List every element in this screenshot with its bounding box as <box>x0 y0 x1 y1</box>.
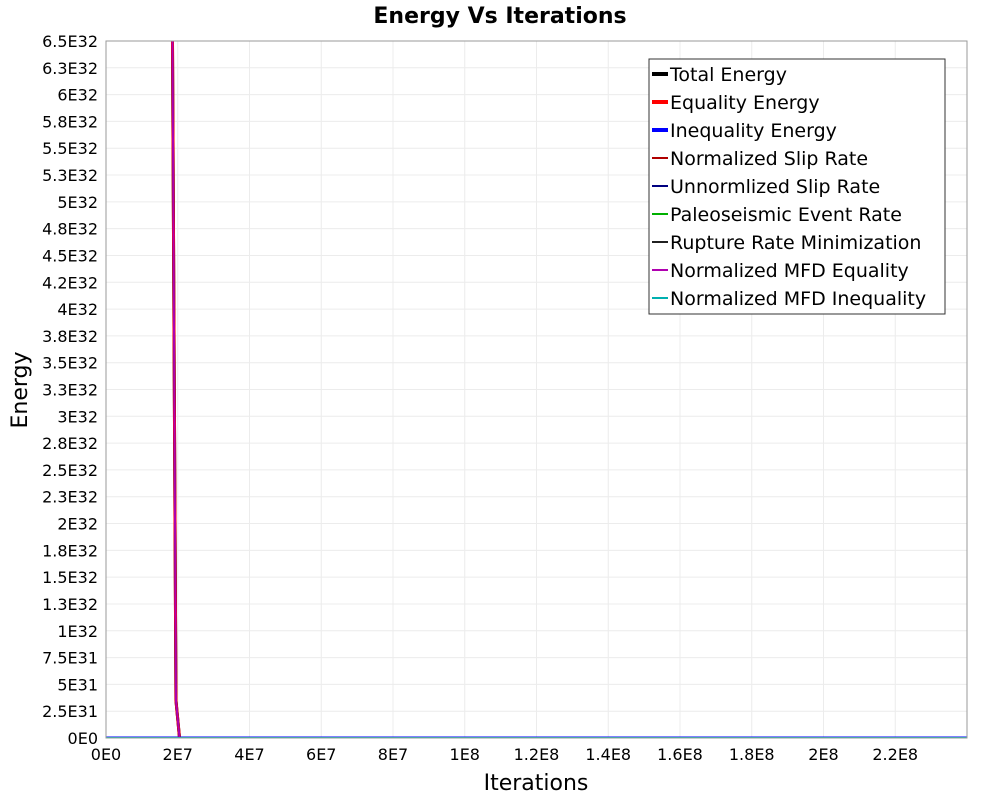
legend-label-paleoseismic-event-rate: Paleoseismic Event Rate <box>670 204 902 226</box>
y-tick-label: 3.8E32 <box>42 327 98 346</box>
y-tick-label: 1.8E32 <box>42 541 98 560</box>
x-tick-label: 2E8 <box>808 745 838 764</box>
y-tick-label: 5.8E32 <box>42 112 98 131</box>
y-tick-label: 4.8E32 <box>42 220 98 239</box>
x-tick-label: 1.8E8 <box>729 745 775 764</box>
y-tick-label: 1.3E32 <box>42 595 98 614</box>
y-tick-label: 2.5E32 <box>42 461 98 480</box>
x-axis-ticks: 0E0 2E7 4E7 6E7 8E7 1E8 1.2E8 1.4E8 1.6E8 1.8E8 2E… <box>91 745 918 764</box>
x-tick-label: 1E8 <box>450 745 480 764</box>
y-tick-label: 7.5E31 <box>42 649 98 668</box>
x-tick-label: 1.4E8 <box>585 745 631 764</box>
y-tick-label: 3.5E32 <box>42 354 98 373</box>
chart-title: Energy Vs Iterations <box>373 4 626 29</box>
y-tick-label: 1.5E32 <box>42 568 98 587</box>
x-tick-label: 0E0 <box>91 745 121 764</box>
y-tick-label: 5.5E32 <box>42 139 98 158</box>
plot-frame <box>105 40 968 739</box>
y-tick-label: 6.5E32 <box>42 32 98 51</box>
legend-label-normalized-mfd-inequality: Normalized MFD Inequality <box>670 288 926 310</box>
series-layer <box>106 41 967 738</box>
y-tick-label: 5.3E32 <box>42 166 98 185</box>
x-tick-label: 4E7 <box>234 745 264 764</box>
legend-box <box>648 58 946 315</box>
y-tick-label: 2E32 <box>57 515 98 534</box>
y-tick-label: 3.3E32 <box>42 381 98 400</box>
x-tick-label: 8E7 <box>378 745 408 764</box>
y-tick-label: 5E32 <box>57 193 98 212</box>
x-tick-label: 2.2E8 <box>872 745 918 764</box>
y-tick-label: 2.5E31 <box>42 702 98 721</box>
y-tick-label: 4.2E32 <box>42 273 98 292</box>
legend-label-normalized-slip-rate: Normalized Slip Rate <box>670 148 868 170</box>
y-tick-label: 2.3E32 <box>42 488 98 507</box>
x-tick-label: 1.2E8 <box>514 745 560 764</box>
x-tick-label: 1.6E8 <box>657 745 703 764</box>
y-axis-label: Energy <box>8 351 33 428</box>
y-tick-label: 6E32 <box>57 86 98 105</box>
y-tick-label: 0E0 <box>68 729 98 748</box>
y-tick-label: 2.8E32 <box>42 434 98 453</box>
x-axis-label: Iterations <box>484 771 589 796</box>
legend: Total Energy Equality Energy Inequality En… <box>648 58 946 315</box>
legend-label-equality-energy: Equality Energy <box>670 92 820 114</box>
y-tick-label: 4.5E32 <box>42 246 98 265</box>
legend-label-normalized-mfd-equality: Normalized MFD Equality <box>670 260 909 282</box>
legend-label-unnormlized-slip-rate: Unnormlized Slip Rate <box>670 176 880 198</box>
y-tick-label: 5E31 <box>57 675 98 694</box>
series-line-normalized-mfd-equality <box>171 41 967 738</box>
y-tick-label: 1E32 <box>57 622 98 641</box>
legend-label-inequality-energy: Inequality Energy <box>670 120 837 142</box>
x-tick-label: 2E7 <box>163 745 193 764</box>
y-tick-label: 3E32 <box>57 407 98 426</box>
y-tick-label: 4E32 <box>57 300 98 319</box>
legend-label-rupture-rate-minimization: Rupture Rate Minimization <box>670 232 921 254</box>
x-tick-label: 6E7 <box>306 745 336 764</box>
y-axis-ticks: 0E0 2.5E31 5E31 7.5E31 1E32 1.3E32 1.5E32 1.8E3… <box>42 32 98 748</box>
y-tick-label: 6.3E32 <box>42 59 98 78</box>
legend-label-total-energy: Total Energy <box>669 64 787 86</box>
